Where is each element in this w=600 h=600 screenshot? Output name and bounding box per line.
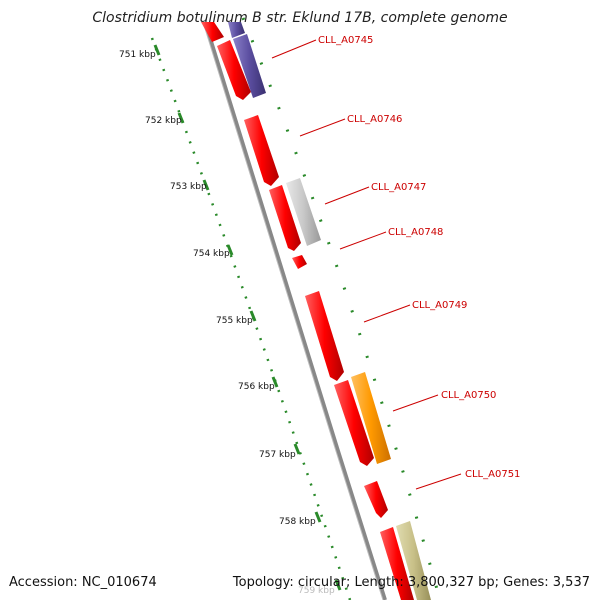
gene-feature-red[interactable] <box>217 40 251 100</box>
ruler-label-758: 758 kbp <box>279 517 316 527</box>
gene-feature-red[interactable] <box>334 380 374 466</box>
gene-feature-gray[interactable] <box>286 178 321 246</box>
gene-feature-red[interactable] <box>292 255 307 269</box>
ruler-label-756: 756 kbp <box>238 382 275 392</box>
gene-feature-red[interactable] <box>305 291 344 381</box>
gene-label-cll-a0749[interactable]: CLL_A0749 <box>412 300 467 311</box>
ruler-label-754: 754 kbp <box>193 249 230 259</box>
gene-feature-olive[interactable] <box>396 521 431 600</box>
gene-feature-red[interactable] <box>201 22 224 42</box>
ruler-label-753: 753 kbp <box>170 182 207 192</box>
ruler-label-752: 752 kbp <box>145 116 182 126</box>
gene-feature-red[interactable] <box>269 185 301 251</box>
ruler-label-751: 751 kbp <box>119 50 156 60</box>
genome-backbone <box>203 21 387 600</box>
gene-feature-orange[interactable] <box>351 372 391 464</box>
gene-label-cll-a0747[interactable]: CLL_A0747 <box>371 182 426 193</box>
accession-text: Accession: NC_010674 <box>9 575 157 590</box>
gene-label-cll-a0745[interactable]: CLL_A0745 <box>318 35 373 46</box>
gene-feature-red[interactable] <box>380 527 414 600</box>
gene-feature-purple[interactable] <box>233 34 266 98</box>
gene-label-cll-a0746[interactable]: CLL_A0746 <box>347 114 402 125</box>
gene-feature-red[interactable] <box>364 481 388 518</box>
gene-label-cll-a0751[interactable]: CLL_A0751 <box>465 469 520 480</box>
ruler-label-759: 759 kbp <box>298 586 335 596</box>
genome-summary-text: Topology: circular; Length: 3,800,327 bp… <box>232 575 590 590</box>
gene-label-cll-a0748[interactable]: CLL_A0748 <box>388 227 443 238</box>
genome-title: Clostridium botulinum B str. Eklund 17B,… <box>92 10 508 26</box>
gene-label-cll-a0750[interactable]: CLL_A0750 <box>441 390 496 401</box>
gene-feature-purple[interactable] <box>228 22 245 38</box>
ruler-label-757: 757 kbp <box>259 450 296 460</box>
ruler-label-755: 755 kbp <box>216 316 253 326</box>
ruler-ticks <box>153 44 342 591</box>
gene-feature-red[interactable] <box>244 115 279 186</box>
outer-track <box>241 17 442 600</box>
